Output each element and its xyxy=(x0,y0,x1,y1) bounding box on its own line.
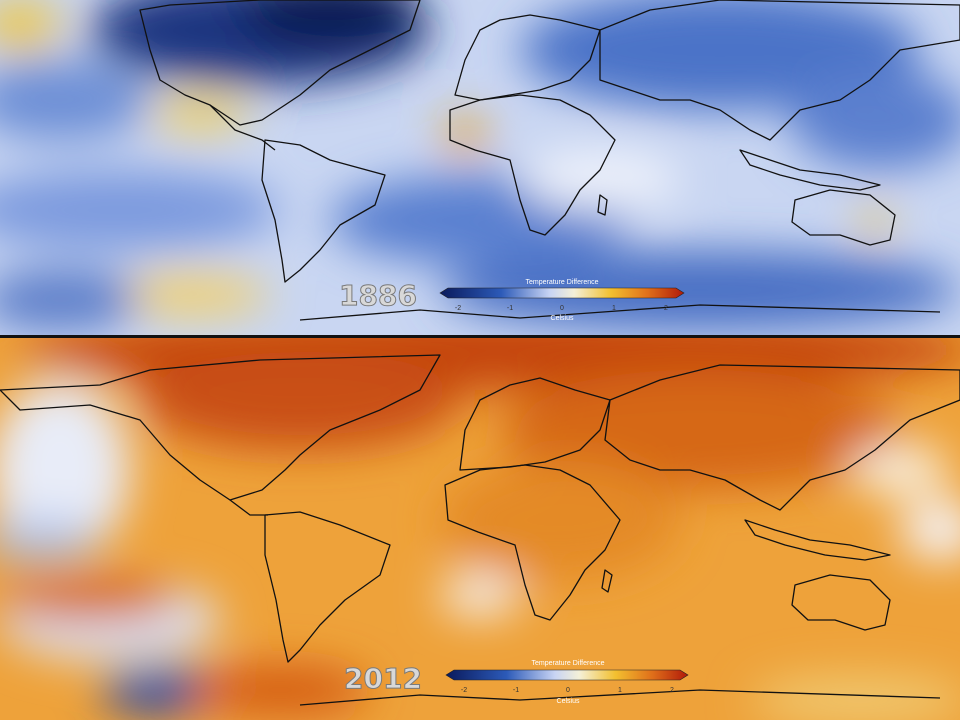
anomaly-field xyxy=(0,338,960,720)
map-2012 xyxy=(0,338,960,720)
anomaly-field xyxy=(0,0,960,330)
legend-tick-label: -1 xyxy=(513,687,519,694)
legend-tick-label: -2 xyxy=(461,687,467,694)
legend-tick-label: 0 xyxy=(560,305,564,312)
year-label: 1886 xyxy=(339,279,417,312)
year-label: 2012 xyxy=(344,662,422,695)
legend-tick-label: 0 xyxy=(566,687,570,694)
legend-tick-label: 2 xyxy=(670,687,674,694)
legend-tick-label: 2 xyxy=(664,305,668,312)
color-bar xyxy=(445,669,689,681)
legend-tick-label: 1 xyxy=(618,687,622,694)
legend-tick-label: -2 xyxy=(455,305,461,312)
overlay-2012: 2012 Temperature Difference -2 -1 0 1 2 Cels… xyxy=(344,660,689,705)
map-1886 xyxy=(0,0,960,335)
legend-ticks: -2 -1 0 1 2 xyxy=(461,687,674,694)
legend-unit: Celsius xyxy=(551,315,574,322)
overlay-1886: 1886 Temperature Difference -2 -1 0 1 2 Cels… xyxy=(339,279,685,322)
divider xyxy=(0,335,960,338)
legend-tick-label: -1 xyxy=(507,305,513,312)
color-bar xyxy=(439,287,685,299)
legend-title: Temperature Difference xyxy=(525,279,598,286)
legend-tick-label: 1 xyxy=(612,305,616,312)
legend-ticks: -2 -1 0 1 2 xyxy=(455,305,668,312)
coastlines xyxy=(139,0,960,321)
coastlines xyxy=(0,354,960,706)
legend-unit: Celsius xyxy=(557,698,580,705)
legend-title: Temperature Difference xyxy=(531,660,604,667)
